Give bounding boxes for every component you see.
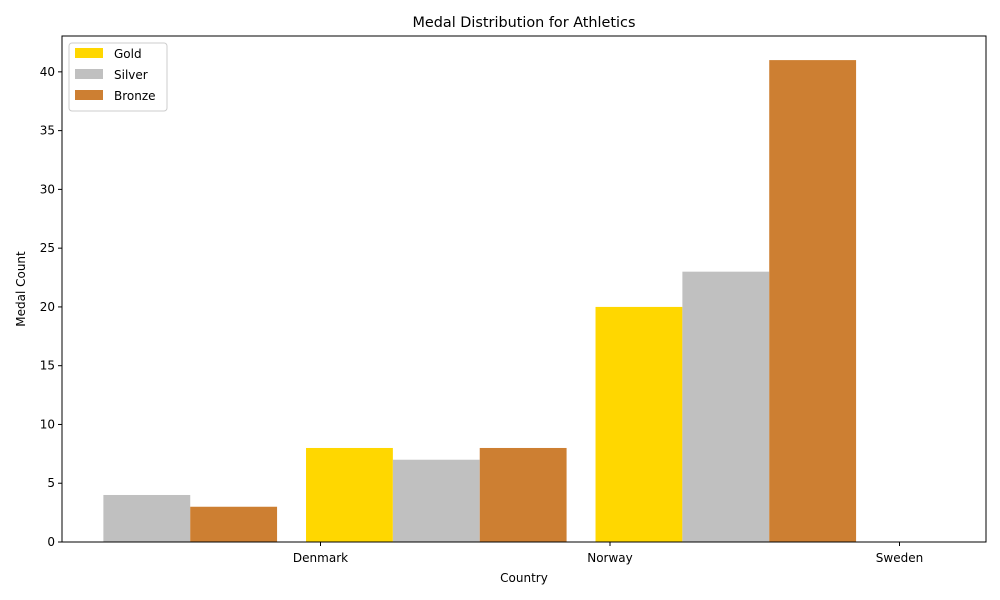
x-axis-label: Country	[500, 571, 548, 585]
x-tick-label-norway: Norway	[587, 551, 633, 565]
bar-bronze-sweden	[769, 60, 857, 542]
x-axis: Denmark Norway Sweden	[293, 542, 923, 565]
plot-frame	[61, 35, 987, 543]
bar-gold-norway	[306, 447, 393, 542]
y-tick-label: 0	[47, 535, 55, 549]
bar-silver-norway	[392, 459, 480, 542]
y-tick-label: 25	[40, 241, 55, 255]
x-tick-label-denmark: Denmark	[293, 551, 348, 565]
legend: Gold Silver Bronze	[68, 42, 168, 112]
y-tick-label: 10	[40, 417, 55, 431]
y-axis: 0 5 10 15 20 25 30 35 40	[40, 65, 62, 549]
legend-label-gold: Gold	[114, 47, 142, 61]
bar-bronze-denmark	[190, 506, 278, 542]
y-tick-label: 15	[40, 359, 55, 373]
y-tick-label: 5	[47, 476, 55, 490]
y-tick-label: 30	[40, 182, 55, 196]
bars-group	[103, 60, 857, 542]
y-axis-label: Medal Count	[14, 251, 28, 327]
bar-silver-sweden	[682, 271, 770, 542]
legend-swatch-silver	[75, 69, 103, 79]
chart-title: Medal Distribution for Athletics	[413, 15, 636, 31]
y-tick-label: 35	[40, 124, 55, 138]
x-tick-label-sweden: Sweden	[876, 551, 923, 565]
bar-gold-sweden	[595, 306, 683, 542]
bar-silver-denmark	[103, 494, 191, 542]
y-tick-label: 20	[40, 300, 55, 314]
legend-swatch-bronze	[75, 90, 103, 100]
legend-swatch-gold	[75, 48, 103, 58]
legend-label-silver: Silver	[114, 68, 148, 82]
y-tick-label: 40	[40, 65, 55, 79]
legend-label-bronze: Bronze	[114, 89, 156, 103]
bar-bronze-norway	[479, 447, 567, 542]
